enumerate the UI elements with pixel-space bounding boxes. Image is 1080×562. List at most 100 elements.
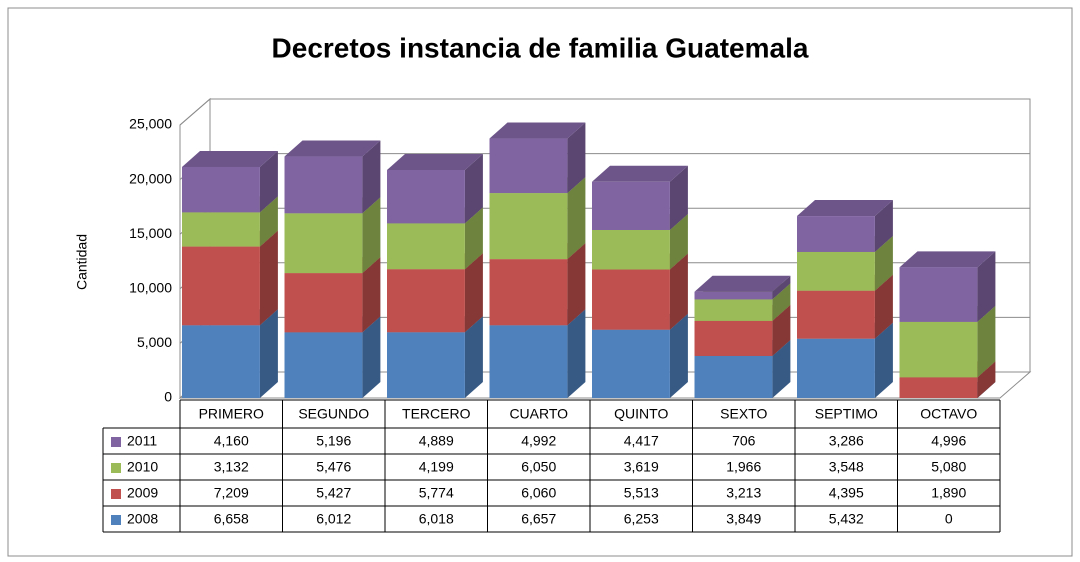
bar <box>284 213 363 274</box>
bar <box>387 223 465 270</box>
table-cell: 6,018 <box>419 511 454 527</box>
bar <box>284 156 363 214</box>
legend-swatch <box>111 515 121 525</box>
legend-swatch <box>111 489 121 499</box>
legend-label: 2010 <box>127 459 158 475</box>
legend-swatch <box>111 463 121 473</box>
table-cell: 5,513 <box>624 485 659 501</box>
table-cell: 4,395 <box>829 485 864 501</box>
bar-side <box>772 283 791 321</box>
y-tick-label: 0 <box>164 389 172 405</box>
bar <box>387 169 465 224</box>
bar <box>182 246 260 326</box>
bar-side <box>362 197 381 274</box>
bar-side <box>362 257 381 333</box>
chart-title: Decretos instancia de familia Guatemala <box>272 32 809 63</box>
bar-side <box>772 339 791 398</box>
bar <box>182 212 260 247</box>
bar <box>899 321 978 378</box>
bar <box>182 325 260 398</box>
table-cell: 4,160 <box>214 433 249 449</box>
bar <box>489 325 568 398</box>
table-cell: 4,199 <box>419 459 454 475</box>
y-tick-label: 15,000 <box>129 225 172 241</box>
bar <box>797 290 875 339</box>
table-cell: 6,658 <box>214 511 249 527</box>
table-cell: 5,476 <box>316 459 351 475</box>
table-cell: 3,286 <box>829 433 864 449</box>
bar-side <box>567 243 586 326</box>
bar-side <box>669 253 688 330</box>
table-cell: 6,050 <box>521 459 556 475</box>
bar-side <box>977 361 996 398</box>
y-tick-label: 10,000 <box>129 280 172 296</box>
bar-side <box>567 177 586 260</box>
x-tick-label: QUINTO <box>614 406 668 422</box>
bar <box>489 138 568 194</box>
bar <box>182 166 260 213</box>
bar-side <box>259 196 278 247</box>
table-cell: 4,889 <box>419 433 454 449</box>
bar-top <box>489 122 586 139</box>
bar-side <box>362 316 381 398</box>
table-cell: 3,132 <box>214 459 249 475</box>
bar-side <box>977 251 996 322</box>
bar-top <box>592 165 688 182</box>
y-tick-label: 5,000 <box>137 334 172 350</box>
bar <box>592 329 670 398</box>
y-axis-label: Cantidad <box>74 234 90 290</box>
bar-side <box>567 122 586 194</box>
bar-side <box>669 165 688 230</box>
table-cell: 5,196 <box>316 433 351 449</box>
bar <box>899 377 978 398</box>
bar-side <box>977 305 996 378</box>
bar-side <box>362 140 381 214</box>
bar-side <box>772 275 791 300</box>
table-cell: 4,417 <box>624 433 659 449</box>
bar <box>797 251 875 291</box>
bar <box>284 332 363 398</box>
table-cell: 6,012 <box>316 511 351 527</box>
bar <box>284 273 363 333</box>
table-cell: 7,209 <box>214 485 249 501</box>
table-cell: 6,060 <box>521 485 556 501</box>
x-tick-label: OCTAVO <box>920 406 977 422</box>
x-tick-label: SEXTO <box>720 406 767 422</box>
table-cell: 3,849 <box>726 511 761 527</box>
bar-side <box>772 304 791 356</box>
bar <box>899 267 978 322</box>
x-tick-label: SEGUNDO <box>298 406 369 422</box>
bar <box>592 229 670 270</box>
bar <box>489 259 568 326</box>
bar-top <box>284 140 381 157</box>
bar-side <box>874 200 893 252</box>
bar-side <box>259 309 278 398</box>
y-tick-label: 25,000 <box>129 116 172 132</box>
legend-label: 2011 <box>127 433 157 449</box>
bar-top <box>797 200 893 217</box>
bar-top <box>387 153 483 170</box>
table-cell: 4,992 <box>521 433 556 449</box>
table-cell: 1,966 <box>726 459 761 475</box>
table-cell: 1,890 <box>931 485 966 501</box>
bar-side <box>874 235 893 291</box>
bar <box>387 332 465 398</box>
table-cell: 0 <box>945 511 953 527</box>
table-cell: 706 <box>732 433 756 449</box>
bar-side <box>464 253 483 333</box>
bar-side <box>874 322 893 398</box>
bar-side <box>464 153 483 224</box>
bar-top <box>899 251 996 268</box>
bar <box>592 181 670 230</box>
bar-side <box>669 313 688 398</box>
table-cell: 5,080 <box>931 459 966 475</box>
grid-line <box>179 98 1030 126</box>
table-cell: 5,427 <box>316 485 351 501</box>
bar <box>694 291 773 300</box>
bar-side <box>259 150 278 213</box>
legend-swatch <box>111 437 121 447</box>
bar <box>797 216 875 252</box>
legend-label: 2008 <box>127 511 158 527</box>
bar-side <box>669 213 688 270</box>
